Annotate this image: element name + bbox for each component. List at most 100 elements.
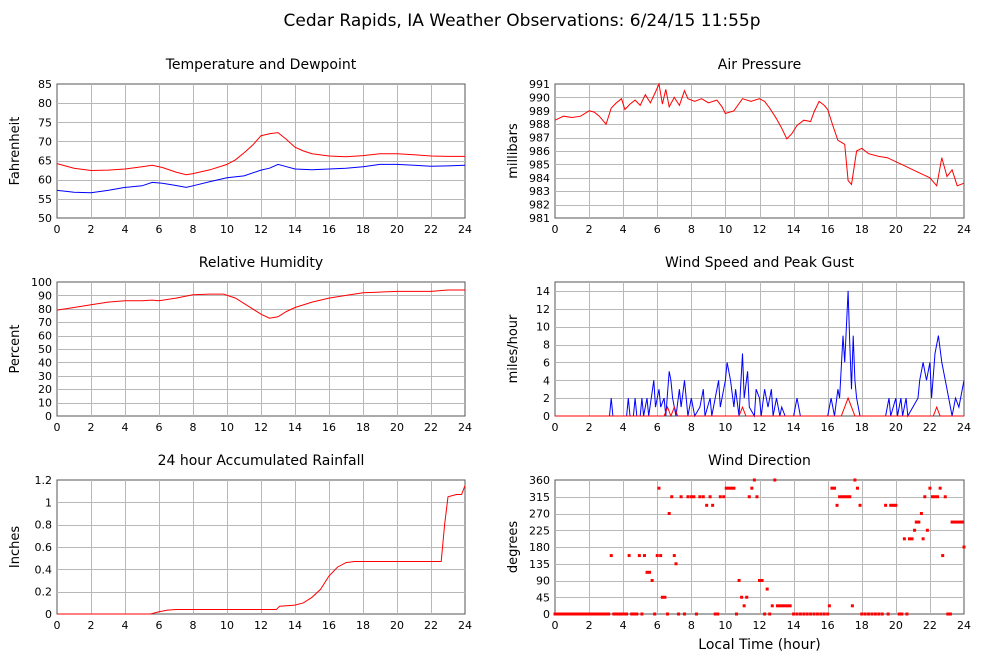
y-axis-label: Fahrenheit bbox=[8, 117, 23, 186]
y-tick-label: 0.8 bbox=[35, 519, 53, 532]
x-tick-label: 4 bbox=[620, 421, 627, 434]
data-point bbox=[742, 604, 746, 608]
x-tick-label: 8 bbox=[688, 223, 695, 236]
data-point bbox=[812, 612, 816, 616]
x-tick-label: 0 bbox=[54, 619, 61, 632]
panels: 0 2 4 6 8 10 12 14 16 18 20 22 245055606570758085Tem… bbox=[8, 57, 971, 653]
data-point bbox=[576, 612, 580, 616]
panel-press: 0 2 4 6 8 10 12 14 16 18 20 22 249819829839849859869… bbox=[506, 57, 971, 236]
x-tick-label: 20 bbox=[390, 223, 404, 236]
y-tick-label: 70 bbox=[38, 316, 52, 329]
y-axis-label: miles/hour bbox=[506, 314, 521, 383]
data-point bbox=[819, 612, 823, 616]
data-point bbox=[617, 612, 621, 616]
data-point bbox=[745, 595, 749, 599]
data-point bbox=[670, 495, 674, 499]
data-point bbox=[563, 612, 567, 616]
x-tick-label: 2 bbox=[88, 421, 95, 434]
data-point bbox=[566, 612, 570, 616]
data-point bbox=[581, 612, 585, 616]
data-point bbox=[627, 554, 631, 558]
y-tick-label: 14 bbox=[536, 285, 550, 298]
data-point bbox=[752, 478, 756, 482]
data-point bbox=[946, 612, 950, 616]
y-tick-label: 100 bbox=[31, 276, 52, 289]
data-point bbox=[632, 612, 636, 616]
data-point bbox=[917, 520, 921, 524]
x-tick-label: 4 bbox=[620, 223, 627, 236]
x-tick-label: 18 bbox=[855, 421, 869, 434]
x-tick-label: 6 bbox=[156, 223, 163, 236]
data-point bbox=[902, 537, 906, 541]
y-tick-label: 225 bbox=[529, 524, 550, 537]
data-point bbox=[689, 495, 693, 499]
data-point bbox=[845, 495, 849, 499]
data-point bbox=[914, 520, 918, 524]
y-tick-label: 982 bbox=[529, 199, 550, 212]
data-point bbox=[584, 612, 588, 616]
data-point bbox=[727, 486, 731, 490]
series-line-0 bbox=[56, 132, 465, 176]
y-tick-label: 990 bbox=[529, 91, 550, 104]
data-point bbox=[716, 612, 720, 616]
data-point bbox=[625, 612, 629, 616]
data-point bbox=[642, 554, 646, 558]
y-tick-label: 20 bbox=[38, 383, 52, 396]
x-tick-label: 22 bbox=[923, 619, 937, 632]
data-point bbox=[657, 486, 661, 490]
x-tick-label: 24 bbox=[458, 421, 472, 434]
data-point bbox=[832, 486, 836, 490]
data-point bbox=[645, 570, 649, 574]
x-tick-label: 0 bbox=[54, 223, 61, 236]
data-point bbox=[792, 612, 796, 616]
series-line-1 bbox=[56, 163, 466, 194]
data-point bbox=[758, 579, 761, 582]
x-tick-label: 6 bbox=[654, 223, 661, 236]
x-tick-label: 16 bbox=[821, 223, 835, 236]
data-point bbox=[930, 495, 934, 499]
x-tick-label: 16 bbox=[322, 223, 336, 236]
data-point bbox=[558, 612, 562, 616]
y-tick-label: 988 bbox=[529, 118, 550, 131]
data-point bbox=[894, 503, 898, 507]
y-tick-label: 60 bbox=[38, 174, 52, 187]
data-point bbox=[955, 520, 959, 524]
x-tick-label: 0 bbox=[54, 421, 61, 434]
data-point bbox=[677, 612, 681, 616]
x-tick-label: 22 bbox=[424, 619, 438, 632]
y-tick-label: 70 bbox=[38, 135, 52, 148]
y-tick-label: 50 bbox=[38, 212, 52, 225]
x-tick-label: 20 bbox=[390, 421, 404, 434]
y-tick-label: 10 bbox=[536, 321, 550, 334]
y-tick-label: 984 bbox=[529, 172, 550, 185]
y-tick-label: 0 bbox=[45, 608, 52, 621]
x-tick-label: 18 bbox=[855, 223, 869, 236]
data-point bbox=[653, 612, 657, 616]
y-tick-label: 90 bbox=[536, 575, 550, 588]
data-point bbox=[884, 503, 888, 507]
y-tick-label: 1 bbox=[45, 496, 52, 509]
data-point bbox=[962, 545, 966, 549]
data-point bbox=[933, 495, 937, 499]
data-point bbox=[659, 554, 663, 558]
data-point bbox=[586, 612, 590, 616]
data-point bbox=[900, 612, 904, 616]
data-point bbox=[701, 495, 705, 499]
y-tick-label: 8 bbox=[543, 339, 550, 352]
x-tick-label: 18 bbox=[855, 619, 869, 632]
data-point bbox=[910, 537, 914, 541]
x-tick-label: 12 bbox=[254, 223, 268, 236]
series-line-1 bbox=[555, 396, 964, 418]
series-line-0 bbox=[56, 289, 465, 319]
x-tick-label: 4 bbox=[122, 619, 129, 632]
data-point bbox=[732, 486, 736, 490]
plot-area bbox=[554, 281, 965, 417]
x-tick-label: 14 bbox=[288, 619, 302, 632]
data-point bbox=[663, 595, 667, 599]
x-tick-label: 16 bbox=[821, 619, 835, 632]
x-tick-label: 24 bbox=[458, 619, 472, 632]
x-tick-label: 16 bbox=[821, 421, 835, 434]
y-tick-label: 60 bbox=[38, 330, 52, 343]
data-point bbox=[637, 554, 641, 558]
data-point bbox=[596, 612, 600, 616]
